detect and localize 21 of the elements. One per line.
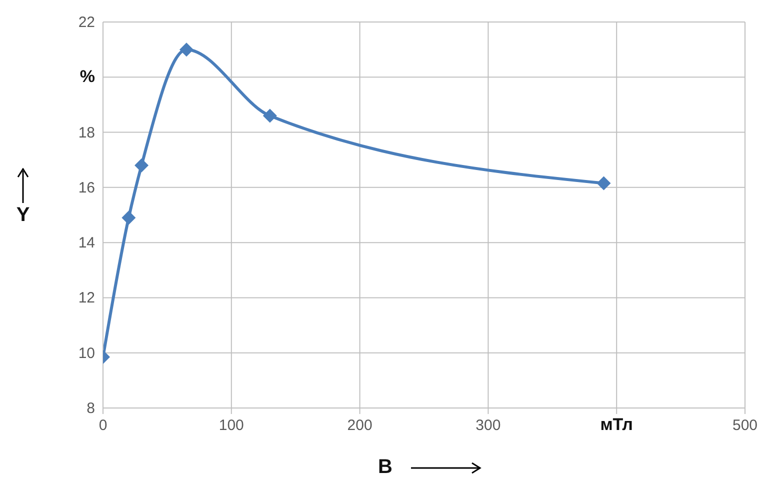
y-tick-label: 8 (86, 400, 95, 417)
y-axis-title: Y (15, 204, 31, 227)
y-tick-label: 14 (78, 234, 95, 252)
y-tick-label: 12 (78, 290, 95, 307)
point (134, 158, 149, 172)
point (122, 210, 136, 225)
x-tick-label: мТл (600, 415, 633, 434)
point (596, 176, 611, 190)
y-tick-label: 18 (78, 124, 95, 142)
x-axis-title: B (378, 456, 392, 479)
point (179, 42, 194, 57)
point (262, 108, 277, 123)
x-tick-label: 500 (732, 417, 758, 434)
y-tick-label: % (80, 67, 95, 86)
y-tick-label: 16 (78, 179, 95, 196)
x-tick-label: 100 (218, 417, 244, 434)
x-tick-label: 300 (476, 417, 501, 434)
x-tick-label: 0 (98, 417, 108, 434)
y-tick-label: 22 (78, 14, 95, 31)
x-tick-label: 200 (347, 417, 372, 434)
y-tick-label: 10 (78, 344, 95, 362)
